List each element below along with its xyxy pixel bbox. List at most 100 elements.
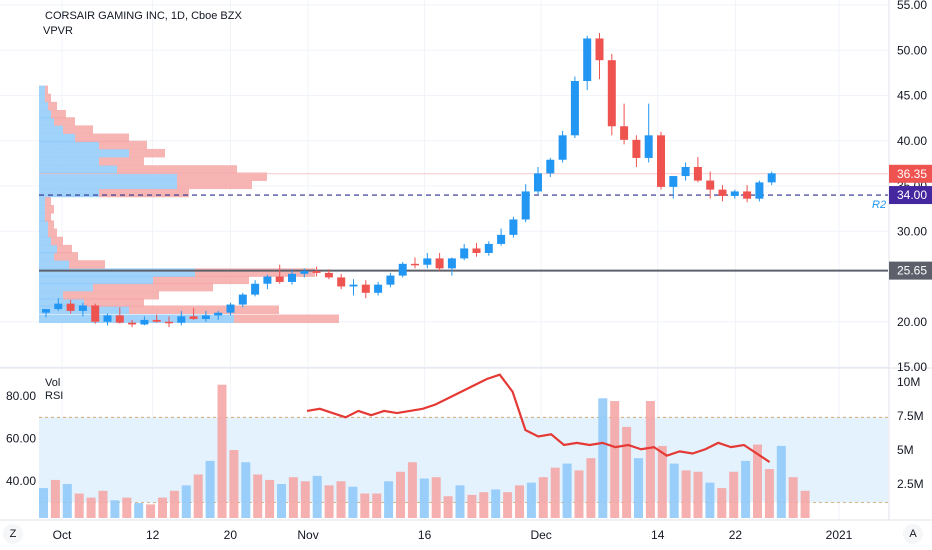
- vpvr-bar-up: [39, 314, 234, 324]
- vpvr-bar-down: [63, 291, 159, 300]
- volume-bar: [610, 401, 620, 518]
- candle-body: [115, 315, 124, 323]
- candle-body: [238, 294, 247, 305]
- candle-body: [534, 173, 542, 192]
- volume-bar: [300, 481, 310, 518]
- volume-bar: [443, 496, 453, 518]
- volume-bar: [134, 503, 144, 518]
- volume-bar: [288, 477, 298, 518]
- vpvr-bar-up: [39, 93, 45, 103]
- volume-bar: [98, 490, 108, 518]
- candle-body: [263, 276, 272, 284]
- vpvr-bar-down: [99, 188, 189, 198]
- vpvr-bar-down: [54, 252, 78, 261]
- vpvr-bar-up: [39, 125, 63, 134]
- candle-body: [349, 284, 358, 287]
- vpvr-bar-down: [45, 213, 51, 222]
- vpvr-bar-up: [39, 252, 54, 261]
- price-label-last: 36.35: [897, 167, 927, 181]
- volume-bar: [217, 384, 227, 518]
- candle-body: [300, 271, 309, 274]
- volume-bar: [705, 482, 715, 518]
- candle-body: [423, 258, 432, 265]
- candle-body: [312, 271, 321, 273]
- price-label-r2: 34.00: [897, 188, 927, 202]
- volume-bar: [265, 479, 275, 518]
- volume-tick-label: 5M: [897, 443, 914, 457]
- candle-body: [583, 38, 592, 82]
- candle-body: [201, 315, 210, 320]
- volume-bar: [241, 462, 251, 518]
- volume-bar: [479, 492, 489, 518]
- x-tick-label: Dec: [530, 528, 551, 542]
- candle-body: [103, 315, 112, 322]
- vpvr-bar-up: [39, 291, 63, 300]
- candle-body: [755, 182, 764, 199]
- y-tick-label: 20.00: [897, 315, 927, 329]
- candle-body: [570, 81, 579, 136]
- volume-bar: [455, 485, 465, 518]
- volume-bar: [169, 490, 179, 518]
- volume-bar: [515, 485, 524, 518]
- vpvr-bar-up: [39, 196, 45, 206]
- vpvr-bar-down: [45, 85, 48, 95]
- rsi-tick-label: 60.00: [6, 432, 36, 446]
- volume-bar: [491, 489, 501, 518]
- vpvr-bar-down: [84, 298, 144, 307]
- volume-bar: [693, 471, 703, 518]
- vpvr-bar-up: [39, 236, 51, 246]
- volume-bar: [586, 458, 596, 518]
- grid: [0, 0, 932, 521]
- volume-bar: [277, 484, 286, 518]
- auto-scale-button[interactable]: A: [903, 524, 923, 544]
- candle-body: [521, 191, 530, 220]
- vpvr-bar-up: [39, 268, 195, 277]
- y-tick-label: 45.00: [897, 89, 927, 103]
- volume-label: Vol: [45, 377, 60, 389]
- volume-bar: [324, 485, 334, 518]
- candle-body: [78, 305, 87, 311]
- price-label-bg-support: [889, 261, 932, 280]
- x-tick-label: Oct: [53, 528, 72, 542]
- y-tick-label: 30.00: [897, 224, 927, 238]
- vpvr-bar-down: [99, 140, 147, 150]
- horizontal-levels: R2: [39, 173, 888, 272]
- candle-body: [706, 180, 715, 190]
- volume-profile: [39, 85, 339, 324]
- volume-bar: [645, 401, 655, 518]
- candle-body: [411, 263, 419, 266]
- x-tick-label: 20: [224, 528, 238, 542]
- time-axis[interactable]: Oct 12 20 Nov 16 Dec 14 22 2021: [53, 528, 853, 542]
- volume-bar: [336, 481, 346, 518]
- volume-bar: [312, 475, 322, 518]
- vpvr-bar-down: [75, 133, 129, 143]
- price-axis[interactable]: 55.0050.0045.0040.0035.0030.0020.0015.00…: [889, 0, 932, 491]
- volume-bar: [229, 450, 239, 518]
- candle-body: [275, 276, 284, 282]
- zoom-button[interactable]: Z: [3, 524, 23, 544]
- y-tick-label: 40.00: [897, 134, 927, 148]
- volume-tick-label: 10M: [897, 375, 920, 389]
- rsi-line: [306, 373, 771, 463]
- vpvr-bar-down: [177, 172, 267, 181]
- candle-body: [484, 243, 493, 253]
- volume-bar: [764, 469, 774, 518]
- candle-body: [620, 126, 629, 140]
- volume-bar: [205, 460, 215, 518]
- vpvr-bar-up: [39, 205, 45, 214]
- candle-body: [324, 272, 333, 278]
- vpvr-bar-down: [129, 148, 165, 158]
- candle-body: [472, 248, 481, 253]
- candle-body: [743, 191, 752, 199]
- volume-bar: [39, 488, 48, 518]
- volume-tick-label: 2.5M: [897, 477, 924, 491]
- volume-bar: [574, 470, 584, 518]
- volume-bar: [431, 477, 441, 518]
- vpvr-bar-up: [39, 180, 177, 190]
- candle-body: [337, 277, 346, 287]
- vpvr-bar-down: [99, 157, 144, 166]
- candle-body: [460, 248, 469, 259]
- volume-bar: [396, 471, 405, 518]
